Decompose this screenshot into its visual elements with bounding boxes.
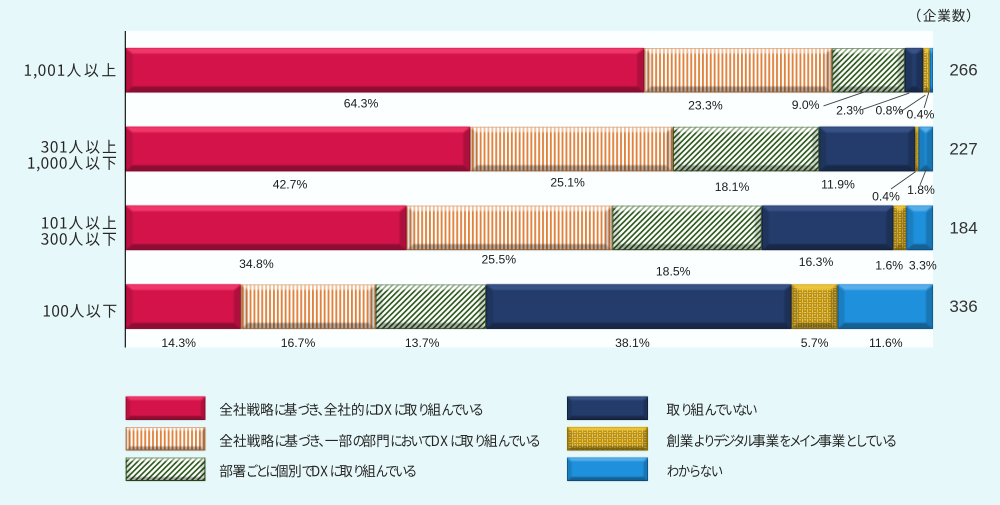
- svg-text:25.1%: 25.1%: [550, 175, 585, 189]
- svg-text:18.5%: 18.5%: [656, 265, 691, 279]
- svg-text:13.7%: 13.7%: [405, 336, 440, 350]
- svg-text:34.8%: 34.8%: [239, 257, 274, 271]
- svg-text:1.6%: 1.6%: [875, 259, 903, 273]
- svg-text:42.7%: 42.7%: [273, 177, 308, 191]
- svg-text:266: 266: [949, 61, 977, 80]
- svg-text:336: 336: [949, 297, 977, 316]
- svg-text:14.3%: 14.3%: [161, 336, 196, 350]
- svg-text:0.4%: 0.4%: [907, 108, 935, 122]
- svg-text:11.6%: 11.6%: [869, 336, 903, 350]
- svg-text:9.0%: 9.0%: [792, 98, 820, 112]
- svg-text:5.7%: 5.7%: [801, 336, 829, 350]
- svg-text:23.3%: 23.3%: [688, 99, 723, 113]
- svg-text:18.1%: 18.1%: [715, 180, 750, 194]
- svg-text:0.4%: 0.4%: [872, 189, 900, 203]
- svg-text:1.8%: 1.8%: [907, 183, 935, 197]
- svg-text:16.3%: 16.3%: [799, 255, 834, 269]
- svg-text:184: 184: [949, 218, 977, 237]
- svg-text:38.1%: 38.1%: [615, 336, 650, 350]
- svg-text:16.7%: 16.7%: [281, 336, 316, 350]
- svg-text:0.8%: 0.8%: [876, 104, 904, 118]
- svg-text:3.3%: 3.3%: [909, 259, 937, 273]
- svg-text:11.9%: 11.9%: [821, 177, 855, 191]
- svg-text:64.3%: 64.3%: [344, 97, 379, 111]
- svg-text:2.3%: 2.3%: [836, 104, 864, 118]
- svg-text:25.5%: 25.5%: [482, 253, 517, 267]
- svg-text:227: 227: [949, 140, 977, 159]
